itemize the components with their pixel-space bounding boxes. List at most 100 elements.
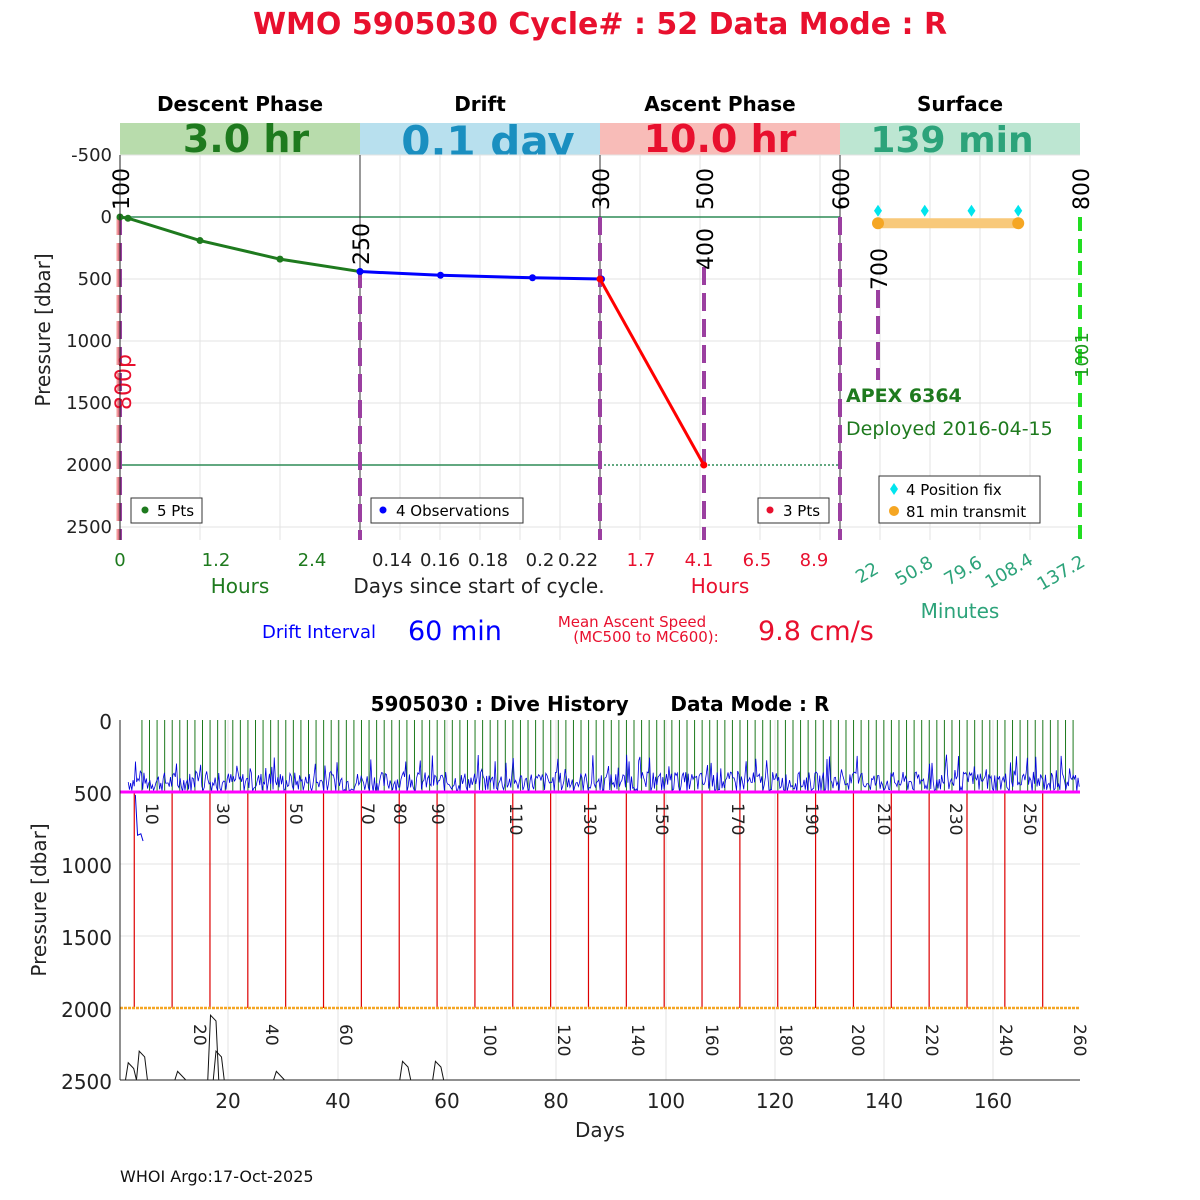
descent-line-point (196, 237, 204, 245)
xtick-drift: 0.16 (420, 550, 460, 571)
event-label-400: 400 (694, 228, 719, 270)
drift-line (359, 270, 602, 281)
descent-line-point (124, 214, 132, 222)
legend-ascent-label: 3 Pts (783, 502, 820, 520)
descent-line-point (276, 255, 284, 263)
event-label-1001: 1001 (1072, 332, 1093, 378)
ascent-line-point (700, 461, 708, 469)
legend-surface: 4 Position fix 81 min transmit (878, 475, 1041, 524)
xtick-descent: 2.4 (298, 550, 327, 571)
cycle-labels: 10 30 50 70 80 90 110 130 150 170 190 210 230 250 20 40… (141, 803, 1089, 1056)
legend-ascent: 3 Pts (757, 497, 830, 524)
xtick-surface: 79.6 (941, 552, 986, 590)
event-label-300: 300 (590, 168, 615, 210)
position-fix-point (920, 204, 929, 217)
footer-text: WHOI Argo:17-Oct-2025 (120, 1167, 314, 1186)
position-fix-point (1014, 204, 1023, 217)
drift-dip (134, 794, 144, 842)
cycle-label: 120 (553, 1024, 573, 1056)
xtick-surface: 108.4 (982, 549, 1037, 593)
cycle-label: 200 (847, 1024, 867, 1056)
cycle-label: 110 (505, 803, 525, 835)
ascent-line-point (596, 275, 604, 283)
phase-band-ascent (600, 123, 840, 155)
top-ytick: 0 (101, 207, 112, 228)
top-ytick: 500 (78, 269, 112, 290)
xlabel-ascent: Hours (691, 574, 750, 598)
xtick-drift: 0.22 (558, 550, 598, 571)
float-model: APEX 6364 (846, 385, 962, 407)
phase-value-ascent: 10.0 hr (644, 117, 797, 161)
drift-line-point (437, 271, 444, 279)
drift-trace (127, 754, 1080, 794)
cycle-label: 50 (285, 803, 305, 825)
bottom-panel: 5905030 : Dive History Data Mode : R 10 3… (27, 692, 1089, 1142)
ice-trace (273, 1070, 285, 1081)
cycle-label: 100 (479, 1024, 499, 1056)
ice-trace (174, 1070, 187, 1081)
cycle-label: 30 (212, 803, 232, 825)
drift-interval-value: 60 min (408, 616, 502, 647)
phase-band-drift (360, 123, 600, 155)
cycle-label: 80 (389, 803, 409, 825)
figure-title: WMO 5905030 Cycle# : 52 Data Mode : R (253, 7, 947, 42)
deployed-date: Deployed 2016-04-15 (846, 418, 1053, 440)
cycle-label: 140 (627, 1024, 647, 1056)
xtick-ascent: 8.9 (800, 550, 829, 571)
event-label-600: 600 (830, 168, 855, 210)
xlabel-surface: Minutes (921, 599, 1000, 623)
legend-descent-label: 5 Pts (157, 502, 194, 520)
bottom-xtick: 20 (215, 1089, 240, 1113)
cycle-label: 250 (1019, 803, 1039, 835)
top-ytick: 1500 (66, 393, 112, 414)
cycle-label: 130 (579, 803, 599, 835)
top-ytick: 2500 (66, 517, 112, 538)
drift-interval-label: Drift Interval (262, 622, 376, 643)
bottom-xtick: 160 (974, 1089, 1012, 1113)
bottom-xtick: 40 (325, 1089, 350, 1113)
cycle-label: 10 (141, 803, 161, 825)
top-ylabel: Pressure [dbar] (31, 253, 55, 406)
bottom-title: 5905030 : Dive History Data Mode : R (371, 692, 830, 716)
xtick-ascent: 6.5 (743, 550, 772, 571)
ascent-speed-label-1: Mean Ascent Speed (558, 613, 706, 631)
bottom-xtick: 80 (543, 1089, 568, 1113)
ice-trace (432, 1060, 445, 1081)
legend-transmit-label: 81 min transmit (906, 503, 1026, 521)
xtick-drift: 0.2 (526, 550, 555, 571)
xtick-ascent: 4.1 (685, 550, 714, 571)
xtick-drift: 0.14 (372, 550, 412, 571)
cycle-label: 160 (701, 1024, 721, 1056)
cycle-label: 180 (775, 1024, 795, 1056)
bottom-xlabel: Days (575, 1118, 625, 1142)
ice-trace (212, 1050, 225, 1081)
phase-name-descent: Descent Phase (157, 92, 323, 116)
cycle-label: 20 (189, 1024, 209, 1046)
drift-line-point (356, 268, 364, 276)
xtick-surface: 137.2 (1034, 551, 1089, 595)
ascent-line (598, 278, 706, 466)
phase-name-ascent: Ascent Phase (644, 92, 795, 116)
phase-value-descent: 3.0 hr (183, 117, 310, 161)
cycle-label: 220 (921, 1024, 941, 1056)
bottom-grid (120, 720, 1080, 1080)
xtick-ascent: 1.7 (627, 550, 656, 571)
bottom-xtick: 100 (647, 1089, 685, 1113)
top-ytick: 2000 (66, 455, 112, 476)
event-label-500: 500 (694, 168, 719, 210)
bottom-xtick: 140 (865, 1089, 903, 1113)
bottom-ytick: 500 (74, 782, 112, 806)
xtick-drift: 0.18 (468, 550, 508, 571)
cycle-label: 230 (945, 803, 965, 835)
event-label-700: 700 (868, 248, 893, 290)
bottom-ytick: 2000 (61, 998, 112, 1022)
ice-trace (135, 1050, 148, 1081)
ice-trace (124, 1061, 137, 1081)
xtick-surface: 50.8 (892, 552, 937, 590)
cycle-label: 70 (357, 803, 377, 825)
xlabel-descent: Hours (211, 574, 270, 598)
ascent-speed-label-2: (MC500 to MC600): (573, 628, 718, 646)
phase-band-descent (120, 123, 360, 155)
bottom-ytick: 2500 (61, 1070, 112, 1094)
cycle-label: 150 (651, 803, 671, 835)
